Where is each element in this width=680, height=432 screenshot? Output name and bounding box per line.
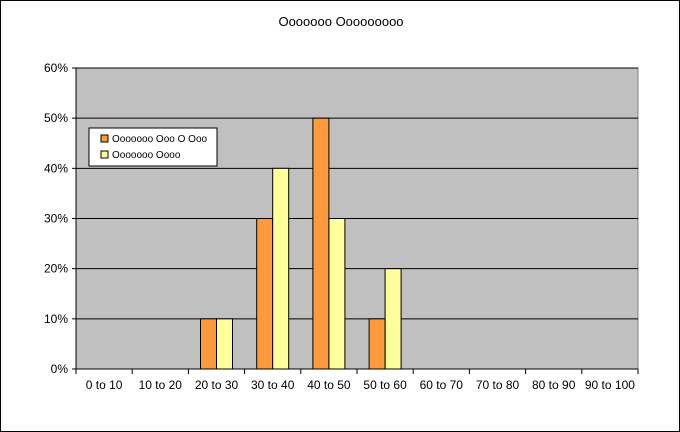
x-tick-label: 50 to 60 <box>363 378 407 392</box>
x-tick-label: 80 to 90 <box>532 378 576 392</box>
y-tick-label: 50% <box>44 111 68 125</box>
legend-label: Ooooooo Ooo O Ooo <box>112 134 208 145</box>
bar <box>216 318 233 370</box>
bar <box>272 167 290 370</box>
x-tick-label: 20 to 30 <box>195 378 239 392</box>
y-tick-label: 40% <box>44 161 68 175</box>
bar <box>384 268 402 370</box>
bar <box>256 218 274 370</box>
x-tick-label: 40 to 50 <box>307 378 351 392</box>
y-tick-label: 30% <box>44 212 68 226</box>
legend: Ooooooo Ooo O Ooo Ooooooo Oooo <box>88 127 218 167</box>
y-tick-label: 60% <box>44 61 68 75</box>
x-tick-label: 90 to 100 <box>585 378 635 392</box>
x-tick-label: 10 to 20 <box>139 378 183 392</box>
bars <box>200 117 402 370</box>
legend-label: Ooooooo Oooo <box>112 150 181 161</box>
chart-title: Ooooooo Ooooooooo <box>278 14 403 29</box>
y-tick-label: 0% <box>51 362 69 376</box>
gridlines <box>76 67 638 320</box>
legend-box <box>88 127 218 167</box>
bar <box>328 218 346 370</box>
bar <box>200 318 217 370</box>
y-tick-label: 20% <box>44 262 68 276</box>
x-axis-ticks: 0 to 10 10 to 20 20 to 30 30 to 40 40 to 50 5… <box>75 369 639 392</box>
x-tick-label: 60 to 70 <box>420 378 464 392</box>
bar <box>368 318 386 370</box>
bar <box>312 117 330 370</box>
y-axis-ticks: 0% 10% 20% 30% 40% 50% 60% <box>44 61 76 376</box>
legend-swatch <box>100 150 109 159</box>
x-tick-label: 70 to 80 <box>476 378 520 392</box>
x-tick-label: 30 to 40 <box>251 378 295 392</box>
x-tick-label: 0 to 10 <box>86 378 123 392</box>
legend-swatch <box>100 134 109 143</box>
y-tick-label: 10% <box>44 312 68 326</box>
